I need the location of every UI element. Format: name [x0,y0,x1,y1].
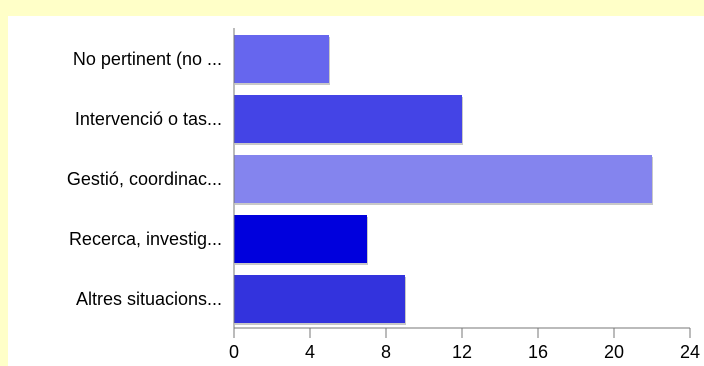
x-tick-label: 0 [229,342,239,362]
category-label: Gestió, coordinac... [67,169,222,189]
category-label: No pertinent (no ... [73,49,222,69]
x-tick-label: 20 [604,342,624,362]
x-tick-label: 4 [305,342,315,362]
category-label: Recerca, investig... [69,229,222,249]
x-ticks: 0 4 8 12 16 20 24 [229,328,700,362]
bars-group [234,35,653,325]
bar-1 [234,35,329,83]
category-labels: No pertinent (no ... Intervenció o tas...… [67,49,222,309]
category-label: Altres situacions... [76,289,222,309]
category-label: Intervenció o tas... [75,109,222,129]
bar-2 [234,95,462,143]
x-tick-label: 12 [452,342,472,362]
x-tick-label: 24 [680,342,700,362]
x-tick-label: 16 [528,342,548,362]
bar-5 [234,275,405,323]
x-tick-label: 8 [381,342,391,362]
bar-4 [234,215,367,263]
bar-3 [234,155,652,203]
